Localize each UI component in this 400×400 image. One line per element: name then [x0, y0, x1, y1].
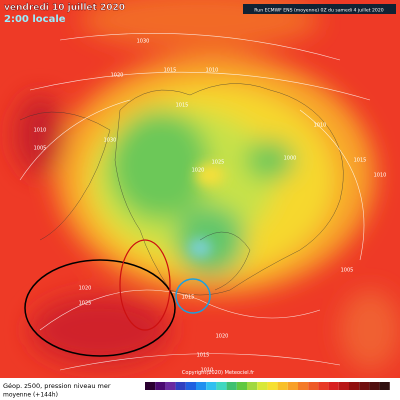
valid-time: 2:00 locale: [4, 14, 66, 25]
highlight-circle-blue: [175, 278, 211, 314]
coastlines: [19, 83, 344, 296]
scale-swatch: [338, 382, 349, 390]
isobar-label: 1010: [314, 123, 327, 129]
isobar-label: 1015: [197, 353, 210, 359]
copyright: Copyright(2020) Meteociel.fr: [182, 370, 255, 376]
isobar-label: 1030: [137, 39, 150, 45]
scale-swatch: [175, 382, 186, 390]
scale-swatch: [359, 382, 370, 390]
isobar-label: 1005: [341, 268, 354, 274]
isobar-label: 1020: [216, 334, 229, 340]
scale-swatch: [328, 382, 339, 390]
isobar-label: 1025: [212, 160, 225, 166]
scale-swatch: [267, 382, 278, 390]
isobar-label: 1005: [34, 146, 47, 152]
field-shading: [15, 0, 400, 370]
scale-swatch: [308, 382, 319, 390]
isobar-label: 1010: [34, 128, 47, 134]
run-box: [243, 4, 396, 14]
scale-swatch: [369, 382, 380, 390]
isobar-label: 1010: [374, 173, 387, 179]
highlight-ellipse-black: [24, 259, 176, 357]
isobar-label: 1000: [284, 156, 297, 162]
highlight-ellipse-red: [119, 239, 171, 331]
scale-swatch: [277, 382, 288, 390]
low-centers: [188, 163, 225, 258]
scale-swatch: [165, 382, 176, 390]
isobar-label: 1020: [111, 73, 124, 79]
isobar-label: 1020: [192, 168, 205, 174]
scale-swatch: [185, 382, 196, 390]
scale-swatch: [155, 382, 166, 390]
isobar-label: 1015: [182, 295, 195, 301]
scale-swatch: [298, 382, 309, 390]
isobar-label: 1015: [164, 68, 177, 74]
isobar-label: 1010: [206, 68, 219, 74]
isobar-label: 1015: [354, 158, 367, 164]
scale-swatch: [287, 382, 298, 390]
scale-swatch: [206, 382, 217, 390]
isobars: [19, 33, 371, 371]
isobar-label: 1020: [79, 286, 92, 292]
color-scale: [145, 382, 390, 390]
scale-swatch: [349, 382, 360, 390]
footer-subtitle: moyenne (+144h): [3, 392, 58, 399]
isobar-label: 1025: [79, 301, 92, 307]
scale-swatch: [145, 382, 156, 390]
scale-swatch: [236, 382, 247, 390]
scale-swatch: [226, 382, 237, 390]
scale-swatch: [216, 382, 227, 390]
scale-swatch: [379, 382, 390, 390]
isobar-label: 1015: [176, 103, 189, 109]
scale-swatch: [257, 382, 268, 390]
scale-swatch: [247, 382, 258, 390]
footer-title: Géop. z500, pression niveau mer: [3, 382, 111, 390]
isobar-label: 1010: [201, 368, 214, 374]
isobar-labels: 1030 1020 1015 1010 1015 1030 1025 1020 1000 1010…: [34, 39, 387, 374]
valid-date: vendredi 10 juillet 2020: [4, 3, 125, 13]
isobar-label: 1030: [104, 138, 117, 144]
scale-swatch: [196, 382, 207, 390]
run-info: Run ECMWF ENS (moyenne) 0Z du samedi 4 j…: [254, 8, 383, 14]
scale-swatch: [318, 382, 329, 390]
